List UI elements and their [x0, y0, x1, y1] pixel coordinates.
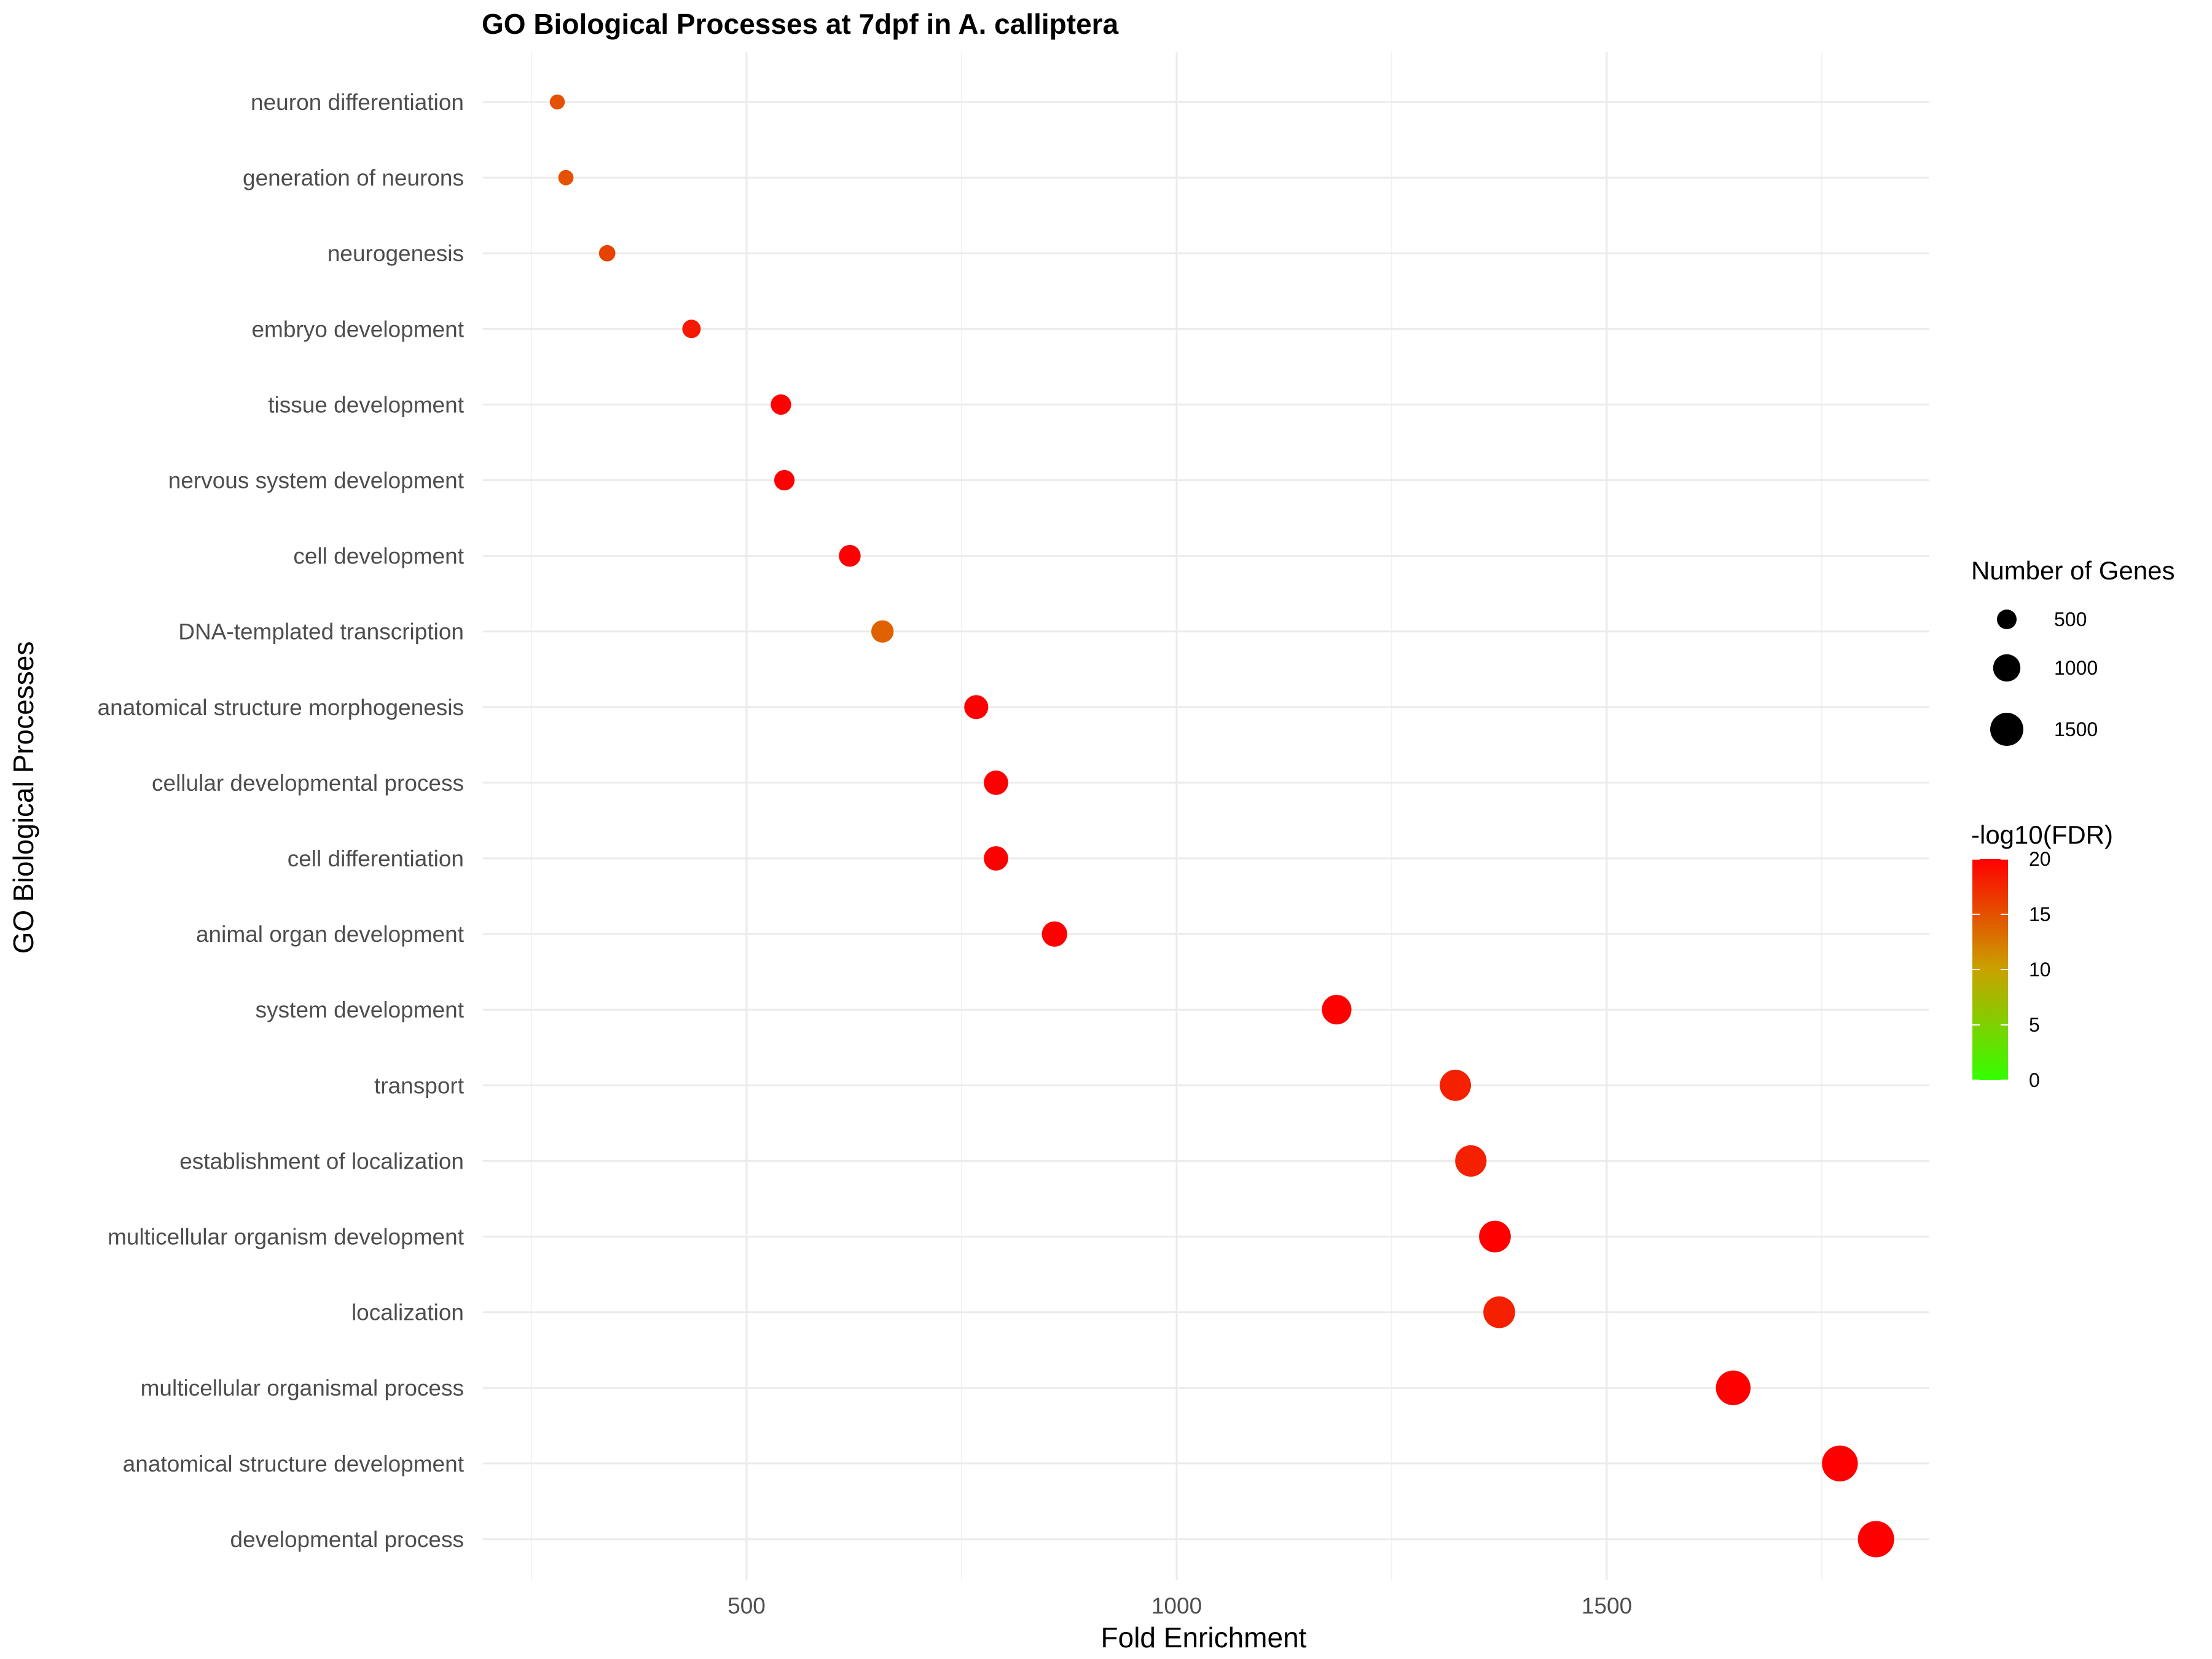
y-tick-label: neurogenesis — [327, 241, 464, 266]
y-tick-label: DNA-templated transcription — [178, 619, 464, 645]
y-major-gridlines — [483, 101, 1929, 1540]
data-point — [1440, 1069, 1472, 1101]
data-point — [871, 620, 894, 643]
data-point — [598, 245, 616, 262]
data-point — [682, 320, 701, 339]
data-point — [1322, 995, 1352, 1025]
x-tick-label: 1500 — [1582, 1593, 1632, 1618]
x-major-gridlines — [745, 52, 1608, 1580]
size-legend-key — [1993, 654, 2021, 682]
color-legend-label: 0 — [2029, 1069, 2040, 1091]
y-tick-label: generation of neurons — [243, 165, 464, 190]
y-tick-label: multicellular organism development — [108, 1225, 465, 1250]
x-tick-label: 1000 — [1151, 1593, 1202, 1618]
y-tick-label: system development — [256, 997, 465, 1022]
data-point — [1479, 1220, 1511, 1253]
size-legend: Number of Genes 500 1000 1500 — [1971, 556, 2175, 746]
data-point — [1822, 1445, 1858, 1482]
y-tick-label: cell development — [293, 544, 464, 569]
y-tick-label: anatomical structure development — [123, 1451, 465, 1477]
size-legend-label: 1000 — [2054, 657, 2098, 679]
y-tick-label: developmental process — [230, 1527, 465, 1552]
minor-gridlines — [531, 52, 1822, 1580]
color-legend-label: 5 — [2029, 1014, 2040, 1036]
data-point — [1455, 1145, 1487, 1177]
size-legend-label: 500 — [2054, 608, 2087, 630]
size-legend-key — [1997, 610, 2017, 629]
y-tick-label: cell differentiation — [288, 846, 464, 871]
data-point — [774, 469, 795, 491]
y-tick-label: establishment of localization — [179, 1148, 464, 1174]
y-tick-label: anatomical structure morphogenesis — [98, 695, 464, 720]
color-legend-label: 20 — [2029, 848, 2051, 870]
data-points — [549, 94, 1894, 1558]
x-tick-label: 500 — [728, 1593, 766, 1618]
data-point — [771, 394, 791, 415]
size-legend-label: 1500 — [2054, 718, 2098, 740]
plot-panel — [483, 52, 1929, 1580]
y-tick-label: cellular developmental process — [152, 771, 464, 796]
y-tick-label: animal organ development — [196, 922, 465, 947]
y-tick-label: tissue development — [268, 392, 465, 417]
x-tick-labels: 500 1000 1500 — [728, 1593, 1632, 1618]
data-point — [558, 170, 574, 186]
x-axis-label: Fold Enrichment — [1101, 1622, 1307, 1653]
size-legend-title: Number of Genes — [1971, 556, 2175, 585]
data-point — [1041, 921, 1067, 947]
data-point — [984, 846, 1008, 871]
color-legend-label: 15 — [2029, 903, 2051, 925]
data-point — [984, 771, 1008, 795]
data-point — [549, 94, 565, 110]
y-tick-labels: neuron differentiation generation of neur… — [98, 90, 465, 1552]
chart-title: GO Biological Processes at 7dpf in A. ca… — [482, 8, 1119, 40]
data-point — [839, 544, 861, 567]
y-tick-label: neuron differentiation — [251, 90, 464, 115]
data-point — [1716, 1370, 1751, 1405]
y-tick-label: embryo development — [251, 316, 464, 342]
data-point — [1857, 1521, 1894, 1558]
size-legend-key — [1990, 713, 2023, 746]
y-tick-label: multicellular organismal process — [141, 1376, 464, 1401]
y-axis-label: GO Biological Processes — [7, 641, 39, 954]
color-legend: -log10(FDR) 0 5 10 15 20 — [1971, 820, 2113, 1091]
color-legend-title: -log10(FDR) — [1971, 820, 2113, 849]
y-tick-label: localization — [351, 1300, 464, 1325]
y-tick-label: transport — [374, 1073, 465, 1098]
data-point — [964, 695, 989, 720]
y-tick-label: nervous system development — [168, 468, 465, 493]
color-legend-label: 10 — [2029, 959, 2051, 981]
data-point — [1483, 1296, 1515, 1328]
